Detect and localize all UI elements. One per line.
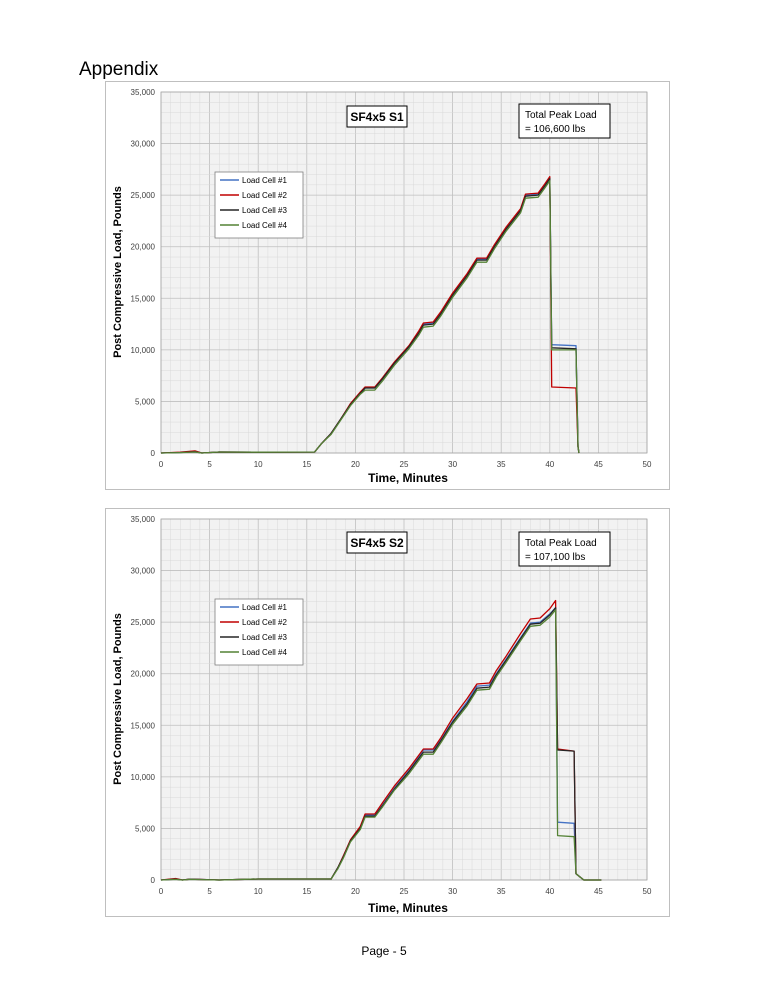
x-tick-label: 0	[159, 460, 164, 469]
x-tick-label: 20	[351, 887, 360, 896]
chart-svg: SF4x5 S1 Total Peak Load = 106,600 lbs L…	[105, 81, 670, 490]
x-tick-label: 35	[497, 887, 506, 896]
y-tick-label: 35,000	[131, 88, 156, 97]
y-tick-label: 30,000	[131, 567, 156, 576]
y-tick-label: 35,000	[131, 515, 156, 524]
x-tick-label: 15	[302, 887, 311, 896]
y-tick-label: 0	[151, 876, 156, 885]
chart-title-box: SF4x5 S2	[346, 531, 408, 554]
chart-legend: Load Cell #1 Load Cell #2 Load Cell #3 Load…	[214, 171, 304, 239]
legend-label: Load Cell #3	[242, 206, 287, 215]
legend-label: Load Cell #2	[242, 618, 287, 627]
x-tick-label: 50	[643, 887, 652, 896]
x-tick-label: 25	[400, 460, 409, 469]
legend-label: Load Cell #1	[242, 603, 287, 612]
legend-label: Load Cell #4	[242, 221, 287, 230]
x-tick-labels: 0 5 10 15 20 25 30 35 40 45 50	[159, 460, 652, 469]
chart-sf4x5-s1: SF4x5 S1 Total Peak Load = 106,600 lbs L…	[105, 81, 670, 490]
legend-label: Load Cell #4	[242, 648, 287, 657]
series-layer	[160, 599, 602, 881]
annotation-line-1: Total Peak Load	[525, 538, 597, 549]
chart-title-border	[346, 531, 408, 554]
chart-legend: Load Cell #1 Load Cell #2 Load Cell #3 Load…	[214, 598, 304, 666]
x-tick-label: 0	[159, 887, 164, 896]
page-footer: Page - 5	[361, 944, 407, 958]
x-tick-label: 5	[207, 460, 212, 469]
chart-title: SF4x5 S2	[350, 536, 404, 550]
x-tick-label: 45	[594, 887, 603, 896]
y-tick-label: 15,000	[131, 294, 156, 303]
annotation-line-1: Total Peak Load	[525, 110, 597, 121]
y-tick-labels: 0 5,000 10,000 15,000 20,000 25,000 30,000 35,0…	[131, 88, 156, 458]
legend-box	[214, 598, 304, 666]
x-tick-label: 25	[400, 887, 409, 896]
peak-load-annotation: Total Peak Load = 107,100 lbs	[518, 531, 611, 567]
x-axis-label: Time, Minutes	[368, 901, 448, 915]
y-tick-label: 10,000	[131, 346, 156, 355]
y-tick-label: 15,000	[131, 721, 156, 730]
annotation-line-2: = 107,100 lbs	[525, 552, 585, 563]
x-tick-labels: 0 5 10 15 20 25 30 35 40 45 50	[159, 887, 652, 896]
y-axis-label: Post Compressive Load, Pounds	[112, 613, 124, 785]
chart-title-border	[346, 105, 408, 128]
series-line-load-cell-4	[160, 180, 580, 454]
x-tick-label: 10	[254, 460, 263, 469]
x-tick-label: 20	[351, 460, 360, 469]
annotation-border	[518, 531, 611, 567]
y-tick-label: 25,000	[131, 618, 156, 627]
chart-sf4x5-s2: SF4x5 S2 Total Peak Load = 107,100 lbs L…	[105, 508, 670, 917]
y-axis-label: Post Compressive Load, Pounds	[112, 186, 124, 358]
x-tick-label: 45	[594, 460, 603, 469]
legend-label: Load Cell #2	[242, 191, 287, 200]
x-tick-label: 30	[448, 460, 457, 469]
y-tick-labels: 0 5,000 10,000 15,000 20,000 25,000 30,000 35,0…	[131, 515, 156, 885]
legend-label: Load Cell #3	[242, 633, 287, 642]
x-tick-label: 50	[643, 460, 652, 469]
x-tick-label: 40	[545, 887, 554, 896]
plot-area	[160, 518, 648, 881]
plot-border	[160, 518, 648, 881]
x-tick-label: 5	[207, 887, 212, 896]
peak-load-annotation: Total Peak Load = 106,600 lbs	[518, 103, 611, 139]
series-layer	[160, 175, 580, 454]
page-heading: Appendix	[79, 59, 159, 80]
annotation-border	[518, 103, 611, 139]
y-tick-label: 5,000	[135, 397, 156, 406]
annotation-line-2: = 106,600 lbs	[525, 124, 585, 135]
y-tick-label: 20,000	[131, 243, 156, 252]
chart-svg: SF4x5 S2 Total Peak Load = 107,100 lbs L…	[105, 508, 670, 917]
y-tick-label: 0	[151, 449, 156, 458]
y-tick-label: 30,000	[131, 140, 156, 149]
chart-title: SF4x5 S1	[350, 110, 404, 124]
x-tick-label: 10	[254, 887, 263, 896]
x-tick-label: 15	[302, 460, 311, 469]
x-axis-label: Time, Minutes	[368, 471, 448, 485]
legend-box	[214, 171, 304, 239]
chart-title-box: SF4x5 S1	[346, 105, 408, 128]
plot-area	[160, 91, 648, 454]
y-tick-label: 25,000	[131, 191, 156, 200]
plot-border	[160, 91, 648, 454]
x-tick-label: 30	[448, 887, 457, 896]
x-tick-label: 35	[497, 460, 506, 469]
y-tick-label: 5,000	[135, 824, 156, 833]
y-tick-label: 20,000	[131, 670, 156, 679]
y-tick-label: 10,000	[131, 773, 156, 782]
x-tick-label: 40	[545, 460, 554, 469]
series-line-load-cell-4	[160, 609, 602, 881]
legend-label: Load Cell #1	[242, 176, 287, 185]
